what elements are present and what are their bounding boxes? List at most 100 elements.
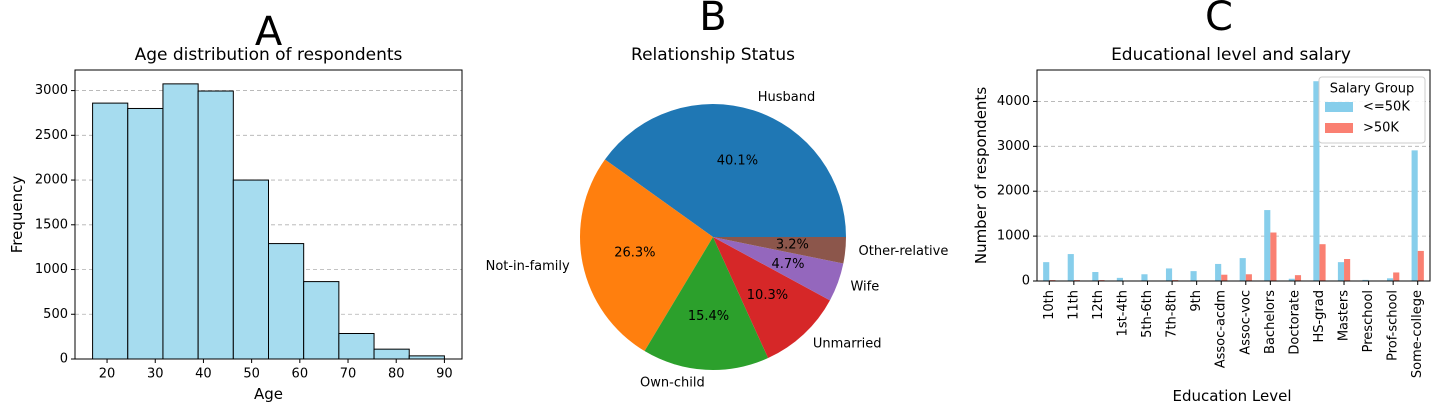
pie-slice (713, 237, 844, 301)
histogram-bar (127, 107, 164, 360)
legend-swatch (1325, 123, 1353, 133)
bar-low (1165, 268, 1173, 281)
histogram-bar (92, 102, 129, 360)
histogram-bar (232, 179, 269, 360)
bar-low (1215, 263, 1222, 281)
pie-percent-label: 26.3% (614, 246, 655, 261)
bar-high (1319, 244, 1326, 281)
panel-label-c: C (1205, 0, 1233, 40)
histogram-bar (162, 83, 199, 360)
panel-b: B Relationship Status 40.1% Husband 26.3% Not… (486, 0, 949, 391)
x-tick-label: Doctorate (1287, 290, 1302, 355)
pie-slice (713, 237, 830, 359)
pie-percent-label: 3.2% (776, 238, 809, 253)
bar-low (1067, 254, 1074, 281)
histogram-bar (338, 333, 375, 360)
panel-label-b: B (699, 0, 726, 40)
bar-high (1294, 275, 1302, 281)
pie-category-label: Not-in-family (486, 259, 570, 274)
pie-slice (713, 237, 846, 264)
bar-low (1141, 274, 1148, 281)
x-tick-label: 11th (1066, 290, 1081, 320)
x-tick-label: Assoc-voc (1238, 290, 1253, 355)
y-axis-label-a: Frequency (8, 176, 26, 254)
x-tick-label: 7th-8th (1165, 290, 1180, 338)
y-axis-label-c: Number of respondents (972, 87, 990, 264)
histogram-bar (197, 90, 234, 360)
pie-category-label: Unmarried (813, 336, 882, 351)
histogram-bar (268, 243, 305, 360)
pie-category-label: Other-relative (859, 244, 949, 259)
pie-slice (604, 104, 846, 237)
x-tick-label: HS-grad (1312, 290, 1327, 343)
bar-high (1221, 274, 1228, 281)
x-tick-label: 60 (292, 367, 309, 382)
histogram-bar (373, 348, 410, 360)
bar-low (1313, 81, 1320, 281)
pie-slice (579, 159, 713, 352)
plot-frame (1036, 69, 1431, 282)
bar-low (1288, 278, 1295, 281)
histogram-bar (303, 281, 340, 360)
y-tick-label: 4000 (997, 94, 1030, 109)
bar-low (1092, 272, 1099, 281)
x-tick-label: 9th (1189, 290, 1204, 312)
pie-percent-label: 10.3% (747, 288, 788, 303)
x-tick-label: Assoc-acdm (1214, 290, 1229, 368)
x-tick-label: 1st-4th (1115, 290, 1130, 336)
pie-percent-label: 4.7% (771, 257, 804, 272)
bar-low (1043, 262, 1050, 281)
y-tick-label: 3000 (35, 83, 68, 98)
x-tick-label: Prof-school (1386, 290, 1401, 361)
legend: Salary Group <=50K >50K (1318, 76, 1426, 144)
x-tick-label: 90 (436, 367, 453, 382)
pie-percent-label: 15.4% (688, 309, 729, 324)
bar-low (1387, 278, 1394, 281)
plot-frame (74, 69, 463, 360)
y-tick-label: 2500 (35, 128, 68, 143)
x-tick-label: 80 (388, 367, 405, 382)
chart-title-a: Age distribution of respondents (135, 45, 403, 65)
y-tick-label: 0 (1022, 274, 1030, 289)
bar-high (1245, 274, 1252, 281)
bar-low (1264, 210, 1271, 281)
legend-label: >50K (1363, 121, 1399, 136)
chart-title-b: Relationship Status (631, 45, 795, 65)
x-tick-label: Some-college (1410, 290, 1425, 378)
pie-category-label: Husband (758, 90, 816, 105)
y-tick-label: 2000 (997, 184, 1030, 199)
x-tick-label: Masters (1337, 290, 1352, 341)
x-tick-label: 20 (99, 367, 116, 382)
x-axis-label-c: Education Level (1172, 387, 1291, 405)
y-tick-label: 1000 (35, 262, 68, 277)
x-tick-label: 12th (1091, 290, 1106, 320)
panel-c: C Educational level and salary 10th 11th 12t… (972, 0, 1431, 405)
bar-low (1239, 258, 1246, 281)
y-tick-label: 1000 (997, 229, 1030, 244)
x-tick-label: 5th-6th (1140, 290, 1155, 338)
x-axis-label-a: Age (254, 385, 283, 403)
x-tick-label: Bachelors (1263, 290, 1278, 354)
x-tick-label: 10th (1042, 290, 1057, 320)
x-tick-label: 70 (340, 367, 357, 382)
bar-low (1116, 277, 1123, 281)
bar-low (1190, 271, 1197, 281)
pie-slice (644, 237, 769, 371)
bar-high (1344, 259, 1351, 281)
y-tick-label: 2000 (35, 173, 68, 188)
pie-percent-label: 40.1% (717, 154, 758, 169)
bar-low (1337, 262, 1345, 281)
pie-category-label: Own-child (640, 376, 705, 391)
x-tick-label: 30 (147, 367, 164, 382)
bar-low (1411, 150, 1418, 281)
y-tick-label: 0 (60, 352, 68, 367)
bar-high (1417, 250, 1424, 281)
y-tick-label: 3000 (997, 139, 1030, 154)
legend-swatch (1325, 102, 1353, 112)
y-tick-label: 500 (43, 307, 68, 322)
y-tick-label: 1500 (35, 217, 68, 232)
x-tick-label: 40 (195, 367, 212, 382)
panel-label-a: A (255, 9, 283, 55)
